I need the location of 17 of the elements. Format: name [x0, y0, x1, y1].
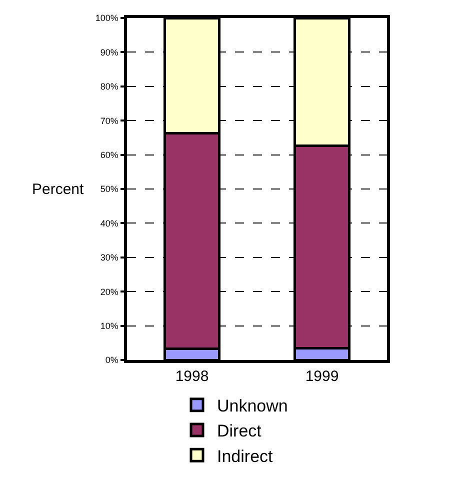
y-tick-label: 70% — [100, 116, 118, 126]
y-tick-label: 80% — [100, 82, 118, 92]
y-tick-label: 40% — [100, 218, 118, 228]
y-tick-label: 30% — [100, 252, 118, 263]
y-axis-title: Percent — [32, 181, 85, 198]
y-tick-label: 50% — [100, 184, 118, 194]
y-tick-label: 10% — [100, 320, 118, 331]
legend-label: Indirect — [217, 446, 274, 466]
x-tick-label: 1998 — [175, 368, 209, 385]
y-tick-label: 0% — [105, 355, 118, 366]
legend-label: Unknown — [217, 396, 288, 416]
y-tick-label: 90% — [100, 47, 118, 58]
x-tick-label: 1999 — [305, 368, 339, 385]
y-tick-label: 20% — [100, 286, 118, 297]
y-tick-label: 100% — [95, 13, 118, 24]
y-tick-label: 60% — [100, 150, 118, 160]
legend-label: Direct — [217, 422, 262, 441]
